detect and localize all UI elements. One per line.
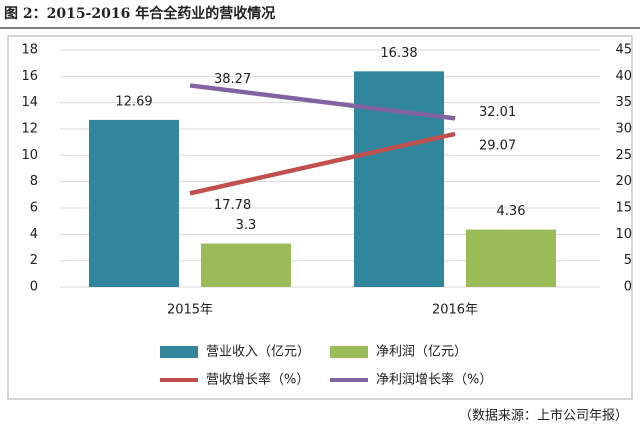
y2-tick-label: 0 <box>624 280 632 295</box>
value-label: 16.38 <box>380 46 417 61</box>
y2-tick-label: 40 <box>615 69 632 84</box>
value-label: 38.27 <box>214 72 251 87</box>
y2-tick-label: 45 <box>615 43 632 58</box>
y-tick-label: 4 <box>30 227 38 242</box>
value-label: 29.07 <box>479 138 516 153</box>
y2-tick-label: 20 <box>615 174 632 189</box>
y2-tick-label: 35 <box>615 95 632 110</box>
y-tick-label: 10 <box>21 148 38 163</box>
legend-label: 净利润增长率（%） <box>376 372 492 388</box>
chart-title: 图 2：2015-2016 年合全药业的营收情况 <box>4 5 275 22</box>
bar <box>89 119 179 287</box>
y2-tick-label: 5 <box>624 253 632 268</box>
value-label: 3.3 <box>236 218 257 233</box>
source-note: （数据来源：上市公司年报） <box>459 408 628 424</box>
legend-swatch <box>330 346 368 358</box>
x-tick-label: 2016年 <box>432 303 478 318</box>
y2-tick-label: 15 <box>615 201 632 216</box>
y2-tick-label: 30 <box>615 122 632 137</box>
y-tick-label: 14 <box>21 95 38 110</box>
line <box>189 83 456 121</box>
bar <box>354 71 444 287</box>
chart-frame <box>7 35 633 400</box>
legend-label: 营业收入（亿元） <box>206 345 310 360</box>
y-tick-label: 8 <box>30 174 38 189</box>
y-tick-label: 2 <box>30 253 38 268</box>
legend-label: 营收增长率（%） <box>206 372 309 388</box>
value-label: 12.69 <box>115 94 152 109</box>
x-tick-label: 2015年 <box>167 303 213 318</box>
bar <box>466 229 556 287</box>
y-tick-label: 0 <box>30 280 38 295</box>
y2-tick-label: 10 <box>615 227 632 242</box>
y-tick-label: 12 <box>21 122 38 137</box>
y-tick-label: 18 <box>21 43 38 58</box>
value-label: 17.78 <box>214 198 251 213</box>
line <box>189 131 456 196</box>
y2-tick-label: 25 <box>615 148 632 163</box>
value-label: 4.36 <box>497 204 526 219</box>
legend-swatch <box>160 346 198 358</box>
bar <box>201 243 291 287</box>
legend-label: 净利润（亿元） <box>376 345 467 360</box>
y-tick-label: 16 <box>21 69 38 84</box>
value-label: 32.01 <box>479 105 516 120</box>
y-tick-label: 6 <box>30 201 38 216</box>
